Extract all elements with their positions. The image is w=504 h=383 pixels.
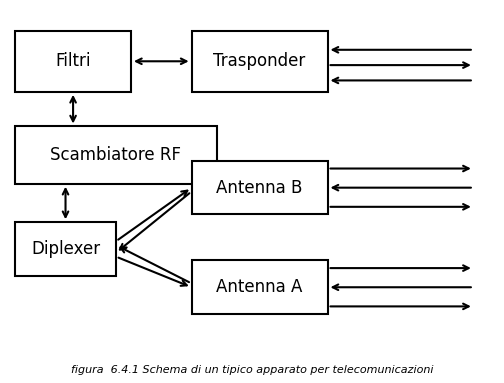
FancyBboxPatch shape (15, 126, 217, 184)
FancyBboxPatch shape (192, 161, 328, 214)
Text: figura  6.4.1 Schema di un tipico apparato per telecomunicazioni: figura 6.4.1 Schema di un tipico apparat… (71, 365, 433, 375)
Text: Trasponder: Trasponder (213, 52, 306, 70)
Text: Scambiatore RF: Scambiatore RF (50, 146, 181, 164)
Text: Antenna B: Antenna B (216, 179, 303, 196)
FancyBboxPatch shape (15, 222, 116, 276)
Text: Diplexer: Diplexer (31, 240, 100, 258)
Text: Antenna A: Antenna A (216, 278, 303, 296)
FancyBboxPatch shape (15, 31, 131, 92)
FancyBboxPatch shape (192, 260, 328, 314)
FancyBboxPatch shape (192, 31, 328, 92)
Text: Filtri: Filtri (55, 52, 91, 70)
